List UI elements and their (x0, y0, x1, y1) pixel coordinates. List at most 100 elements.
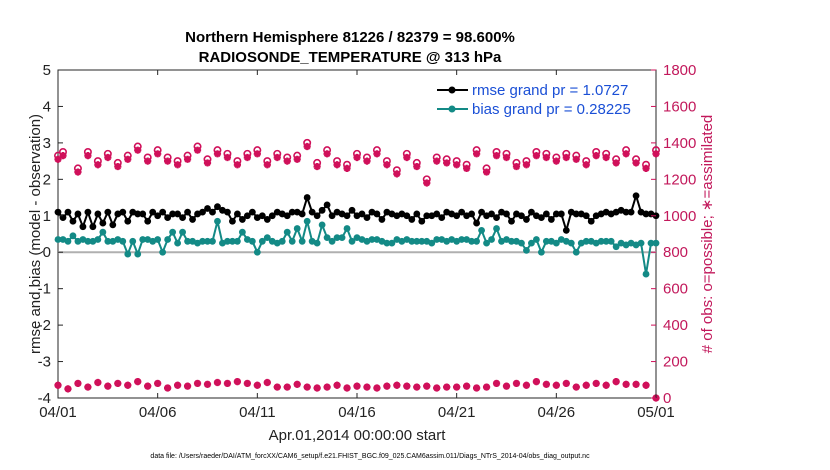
obs-low-assimilated-point (193, 379, 202, 388)
rmse-point (154, 212, 162, 220)
obs-assimilated-point (223, 153, 232, 162)
bias-point (383, 239, 391, 247)
obs-assimilated-point (59, 152, 67, 160)
bias-point (572, 248, 580, 256)
obs-assimilated-point (482, 168, 491, 176)
obs-low-assimilated-point (134, 378, 142, 386)
obs-low-assimilated-point (303, 383, 311, 391)
obs-low-assimilated-point (323, 383, 331, 391)
bias-point (458, 236, 466, 243)
obs-assimilated-point (552, 157, 560, 165)
bias-point (333, 234, 341, 242)
bias-point (642, 270, 650, 278)
rmse-point (258, 212, 266, 220)
obs-assimilated-point (532, 152, 540, 160)
bias-point (154, 236, 162, 243)
rmse-point (248, 208, 256, 216)
bias-point (313, 239, 321, 247)
rmse-point (493, 214, 500, 222)
y-left-tick-label: 2 (43, 171, 51, 188)
obs-low-assimilated-point (293, 380, 301, 388)
obs-assimilated-point (114, 162, 122, 171)
rmse-point (94, 210, 102, 218)
x-tick-label: 04/21 (438, 404, 476, 421)
y-right-tick-label: 1600 (663, 98, 696, 115)
obs-assimilated-point (84, 152, 92, 160)
bias-point (303, 217, 311, 225)
bias-point (278, 237, 286, 245)
rmse-point (642, 210, 650, 218)
bias-point (602, 237, 610, 245)
rmse-point (503, 210, 510, 218)
obs-assimilated-point (612, 159, 620, 167)
rmse-point (537, 214, 545, 222)
bias-point (258, 237, 266, 245)
bias-point (597, 237, 605, 245)
obs-low-assimilated-point (552, 381, 560, 389)
bias-point (229, 237, 236, 245)
obs-assimilated-point (502, 153, 511, 162)
obs-low-assimilated-point (492, 379, 501, 388)
rmse-point (363, 214, 371, 222)
bias-point (129, 237, 137, 245)
bias-point (298, 237, 306, 245)
obs-assimilated-point (492, 152, 501, 160)
y-axis-label-left: rmse and bias (model - observation) (27, 114, 44, 354)
bias-point (164, 236, 172, 243)
obs-assimilated-point (273, 153, 281, 162)
obs-low-assimilated-point (203, 380, 212, 388)
bias-point (139, 236, 147, 243)
obs-count-series (53, 138, 660, 402)
obs-assimilated-point (393, 170, 401, 178)
obs-low-assimilated-point (393, 381, 401, 389)
obs-assimilated-point (423, 179, 431, 187)
obs-assimilated-point (433, 157, 441, 165)
bias-point (647, 239, 655, 247)
obs-assimilated-point (652, 150, 660, 158)
obs-assimilated-point (124, 155, 132, 163)
bias-point (408, 237, 416, 245)
rmse-point (109, 221, 117, 229)
obs-assimilated-point (74, 168, 82, 176)
obs-low-assimilated-point (263, 378, 271, 387)
obs-assimilated-point (592, 152, 600, 160)
obs-assimilated-point (363, 157, 371, 165)
obs-low-assimilated-point (74, 379, 82, 388)
obs-assimilated-point (642, 164, 650, 172)
bias-point (473, 237, 480, 245)
obs-low-assimilated-point (233, 378, 241, 386)
obs-low-assimilated-point (104, 382, 112, 390)
rmse-point (587, 217, 595, 225)
rmse-point (268, 212, 276, 220)
rmse-point (303, 194, 311, 201)
bias-point (348, 237, 356, 245)
chart-title: Northern Hemisphere 81226 / 82379 = 98.6… (185, 29, 515, 66)
rmse-point (139, 210, 147, 218)
obs-assimilated-point (154, 150, 162, 158)
bias-point (248, 237, 256, 245)
rmse-point (378, 216, 386, 223)
obs-low-assimilated-point (582, 381, 590, 389)
y-left-tick-label: 0 (43, 244, 51, 261)
obs-low-assimilated-point (114, 379, 122, 388)
obs-low-assimilated-point (313, 384, 321, 392)
y-right-tick-label: 1200 (663, 171, 696, 188)
bias-point (204, 237, 211, 245)
obs-assimilated-point (602, 153, 610, 162)
obs-low-assimilated-point (522, 381, 531, 389)
bias-point (119, 237, 127, 245)
bias-point (179, 228, 186, 236)
rmse-point (557, 210, 565, 218)
obs-assimilated-point (104, 153, 112, 162)
plot-area (57, 69, 657, 399)
rmse-point (408, 216, 416, 223)
obs-assimilated-point (473, 150, 481, 158)
legend-box (432, 78, 646, 120)
bias-point (184, 237, 191, 245)
bias-point (159, 248, 167, 256)
rmse-point (204, 205, 211, 212)
obs-assimilated-point (293, 155, 301, 163)
obs-low-assimilated-point (353, 382, 361, 390)
obs-assimilated-point (333, 161, 341, 169)
bias-point (528, 239, 535, 247)
